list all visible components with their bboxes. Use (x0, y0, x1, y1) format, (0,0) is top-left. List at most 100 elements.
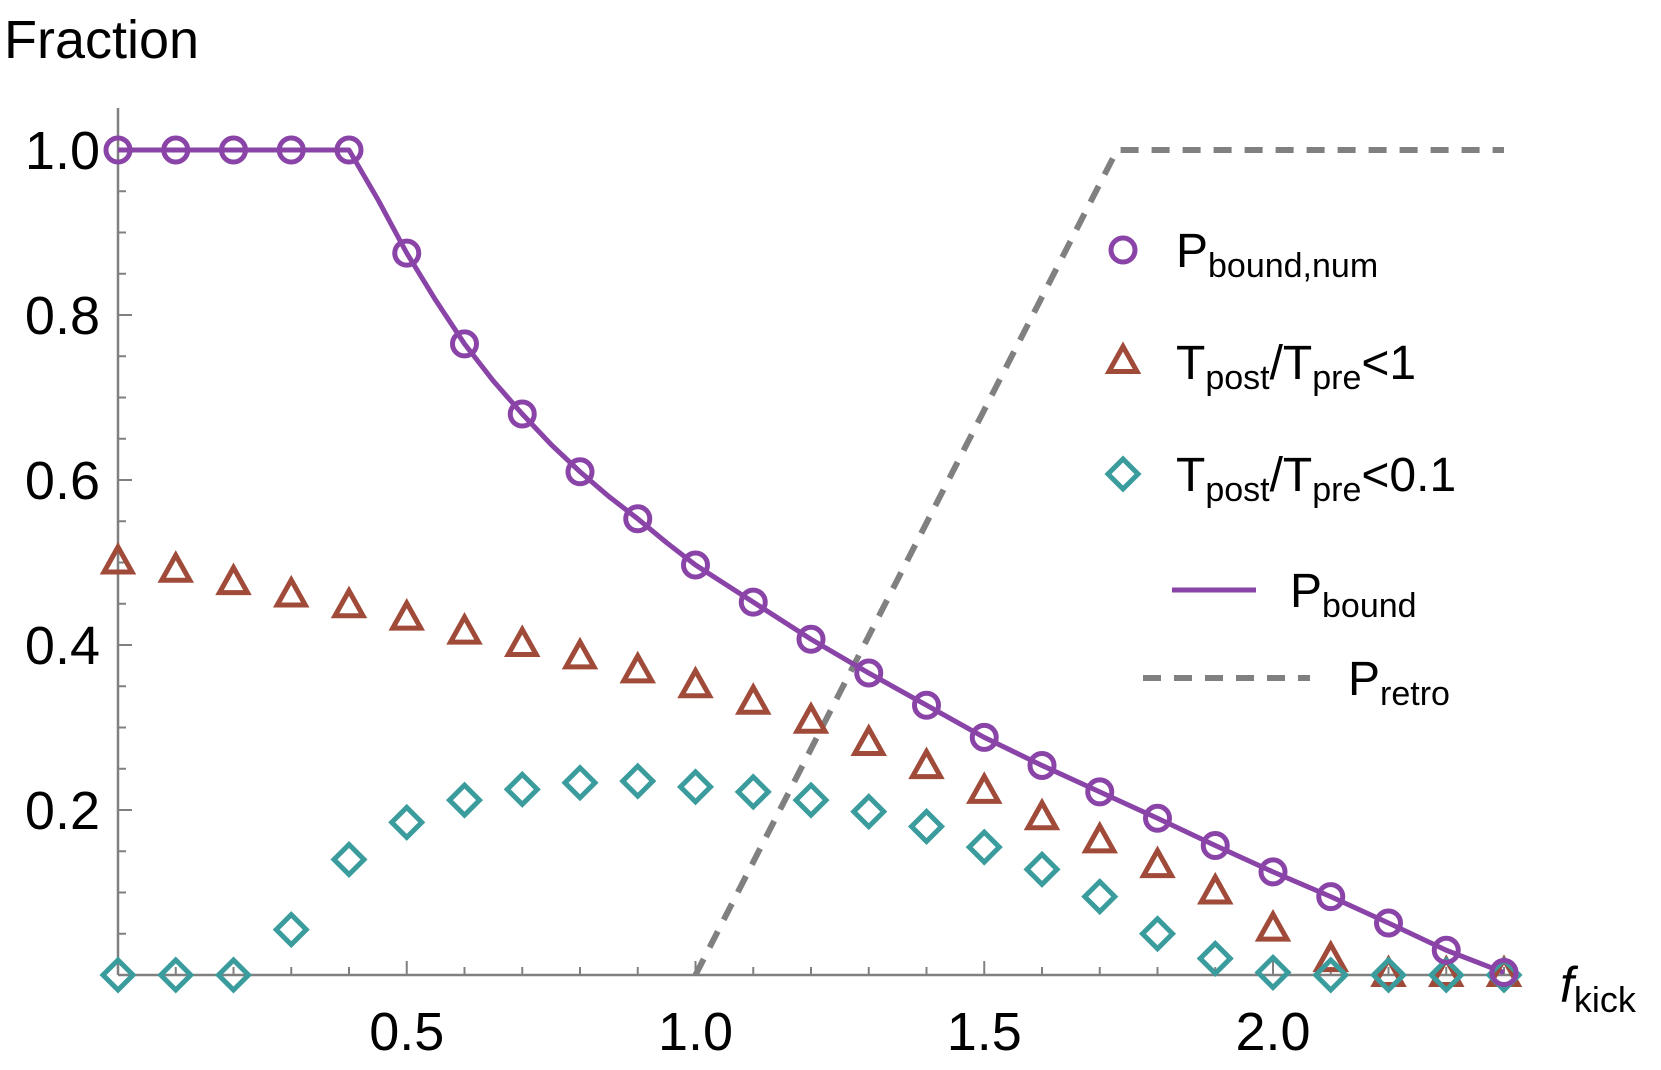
legend-label: Pbound,num (1176, 225, 1378, 285)
series-tpost_lt01-point (330, 840, 368, 879)
y-tick-label: 0.6 (25, 451, 100, 511)
series-pbound_num-point (1489, 958, 1519, 988)
series-pbound_num-point (1316, 882, 1346, 912)
series-tpost_lt01-point (965, 828, 1003, 866)
series-tpost_lt01-point (1081, 878, 1119, 916)
series-tpost_lt1-point (330, 585, 368, 619)
series-pbound_num-point (161, 135, 191, 165)
series-tpost_lt01-point (1138, 915, 1177, 953)
legend-item-pbound: Pbound (1172, 565, 1417, 625)
series-tpost_lt01 (99, 762, 1523, 994)
y-tick-label: 0.8 (25, 286, 100, 346)
series-pbound_num-point (276, 135, 306, 165)
series-tpost_lt01-point (676, 768, 715, 806)
series-tpost_lt01-point (734, 773, 772, 811)
legend-item-pbound_num: Pbound,num (1108, 225, 1378, 285)
series-pbound_num-point (219, 135, 248, 165)
series-tpost_lt1-point (1196, 871, 1234, 905)
legend-symbol (1104, 455, 1142, 493)
series-tpost_lt1-point (561, 636, 599, 670)
series-tpost_lt01-point (850, 793, 888, 831)
series-tpost_lt1-point (1139, 845, 1176, 879)
series-pbound_num-point (1085, 777, 1115, 807)
series-pbound_num-point (681, 550, 710, 580)
legend-label: Pretro (1348, 653, 1450, 713)
series-tpost_lt01-point (214, 956, 253, 994)
series-tpost_lt01-point (792, 781, 830, 819)
series-tpost_lt1-point (792, 701, 830, 734)
tick-labels: 0.5 1.0 1.5 2.0 0.2 0.4 0.6 0.8 1.0 (25, 121, 1311, 1062)
series-tpost_lt1-point (157, 550, 195, 583)
series-pbound_num-point (969, 722, 999, 752)
series-pbound_num-point (738, 587, 768, 617)
x-axis-label-sub: kick (1574, 979, 1637, 1020)
series-tpost_lt1-point (1023, 797, 1061, 831)
series-pbound_num-point (392, 238, 422, 268)
x-tick-label: 1.5 (947, 1002, 1022, 1062)
series-tpost_lt1-point (1081, 820, 1119, 854)
y-tick-label: 0.2 (25, 781, 100, 841)
series-tpost_lt01-point (503, 770, 541, 808)
series-pbound_num-point (334, 135, 364, 165)
series-tpost_lt01-point (157, 956, 195, 994)
legend-symbol (1108, 235, 1138, 265)
series-tpost_lt1-point (1427, 954, 1465, 987)
series-tpost_lt1-point (965, 771, 1003, 804)
legend-label: Tpost/Tpre<1 (1176, 337, 1416, 397)
series-tpost_lt01-point (1427, 956, 1465, 994)
series-tpost_lt01-point (1312, 956, 1350, 994)
series-tpost_lt1-point (850, 723, 888, 756)
y-tick-label: 0.4 (25, 616, 100, 676)
series-tpost_lt01-point (445, 781, 484, 819)
legend-item-tpost_lt01: Tpost/Tpre<0.1 (1104, 449, 1456, 509)
series-pbound_num-point (1374, 908, 1403, 938)
series-pbound_num-point (623, 504, 653, 534)
series-tpost_lt1-point (99, 541, 137, 575)
axes: 0.5 1.0 1.5 2.0 0.2 0.4 0.6 0.8 1.0 (25, 108, 1520, 1062)
series-pbound_num-point (507, 399, 537, 429)
series-pbound_num-point (1258, 857, 1288, 887)
x-tick-label: 2.0 (1235, 1002, 1310, 1062)
plot-area (99, 135, 1523, 994)
series-tpost_lt1-point (908, 746, 945, 780)
series-pbound_num-point (565, 457, 595, 487)
series-tpost_lt1-point (272, 574, 310, 608)
series-tpost_lt01-point (1196, 939, 1234, 978)
series-pbound_num (103, 135, 1519, 988)
series-tpost_lt1-point (1254, 909, 1292, 942)
series-tpost_lt01-point (1023, 850, 1061, 888)
series-pbound_num-point (854, 658, 884, 688)
series-tpost_lt01-point (272, 911, 310, 949)
series-tpost_lt01-point (619, 762, 657, 800)
x-tick-label: 0.5 (369, 1002, 444, 1062)
series-pbound_num-point (103, 135, 133, 165)
series-pbound_num-point (912, 690, 941, 720)
series-tpost_lt1-point (446, 612, 483, 645)
series-tpost_lt01-point (1369, 956, 1408, 994)
series-tpost_lt1-point (1312, 939, 1350, 973)
y-axis-label: Fraction (4, 10, 199, 70)
series-tpost_lt1-point (734, 682, 772, 715)
series-tpost_lt01-point (1254, 953, 1292, 992)
series-tpost_lt01-point (388, 803, 426, 841)
series-pbound-line (118, 147, 1505, 975)
series-pbound_num-point (796, 624, 826, 654)
series-tpost_lt1-point (677, 665, 714, 699)
series-pbound_num-point (1027, 750, 1057, 780)
x-tick-label: 1.0 (658, 1002, 733, 1062)
series-tpost_lt1-point (388, 597, 426, 631)
legend-symbol (1104, 341, 1142, 374)
series-tpost_lt1-point (619, 650, 657, 684)
series-pretro-line (692, 147, 1504, 977)
series-tpost_lt01-point (907, 807, 946, 846)
series-pbound_num-point (1143, 803, 1172, 833)
series-tpost_lt1-point (503, 624, 541, 657)
series-pbound_num-point (1200, 830, 1230, 860)
legend-item-tpost_lt1: Tpost/Tpre<1 (1104, 337, 1416, 397)
series-pbound_num-point (1431, 935, 1461, 965)
legend-item-pretro: Pretro (1143, 653, 1450, 713)
series-tpost_lt1-point (215, 562, 252, 596)
series-tpost_lt01-point (99, 956, 137, 994)
series-tpost_lt1-point (1370, 954, 1407, 987)
